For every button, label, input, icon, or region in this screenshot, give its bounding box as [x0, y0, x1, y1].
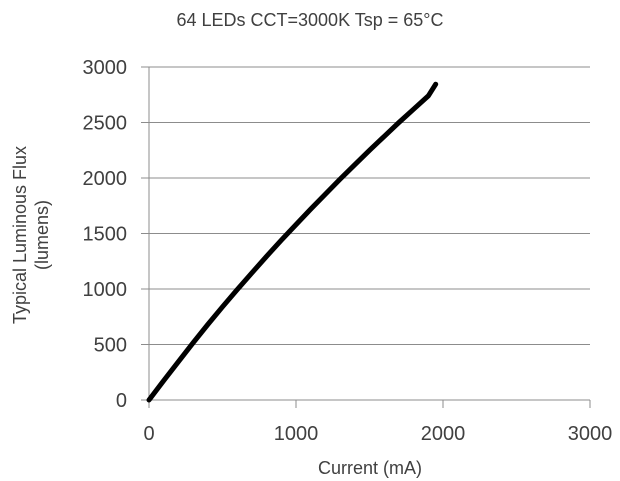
y-tick-label-1500: 1500: [83, 224, 128, 246]
gridlines: [149, 66, 590, 345]
x-tick-label-1000: 1000: [274, 423, 319, 445]
y-tick-label-1000: 1000: [83, 279, 128, 301]
x-tick-label-2000: 2000: [421, 423, 466, 445]
series-line-1: [146, 81, 439, 403]
y-tick-label-500: 500: [94, 335, 127, 357]
x-tick-label-3000: 3000: [568, 423, 613, 445]
y-tick-label-3000: 3000: [83, 57, 128, 79]
series-group: [146, 81, 439, 403]
axes: [141, 66, 591, 408]
tick-labels: 0 500 1000 1500 2000 2500 3000 0 1000 2000 3000: [83, 57, 613, 445]
x-tick-label-0: 0: [143, 423, 154, 445]
y-axis-title-line2: (lumens): [32, 200, 52, 270]
x-axis-title: Current (mA): [318, 458, 422, 478]
chart-title: 64 LEDs CCT=3000K Tsp = 65°C: [176, 10, 443, 30]
y-tick-label-2000: 2000: [83, 168, 128, 190]
y-tick-label-0: 0: [116, 390, 127, 412]
y-axis-title-line1: Typical Luminous Flux: [10, 146, 30, 324]
y-tick-label-2500: 2500: [83, 113, 128, 135]
